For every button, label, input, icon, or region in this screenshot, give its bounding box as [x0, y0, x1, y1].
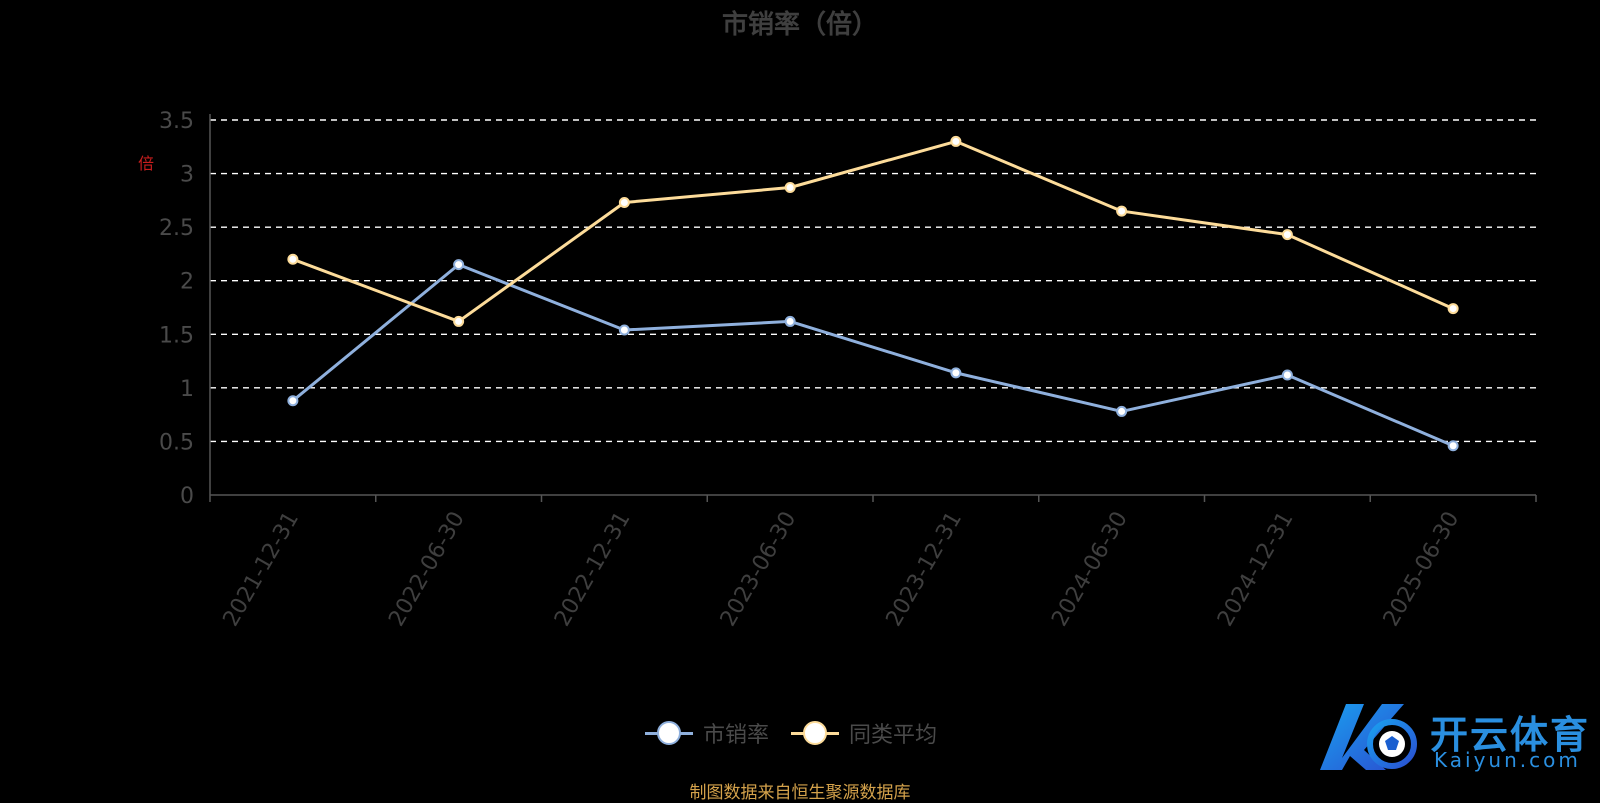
data-source-note: 制图数据来自恒生聚源数据库: [689, 783, 911, 803]
y-tick-label: 2.5: [159, 216, 194, 241]
y-axis-unit-label: 倍: [138, 154, 155, 173]
chart-legend: 市销率 同类平均: [645, 718, 937, 748]
data-point-series-1: [950, 367, 962, 379]
watermark-logo: 开云体育 Kaiyun.com: [1312, 698, 1592, 778]
legend-swatch-series-1: [645, 721, 693, 745]
x-tick-label: 2023-06-30: [716, 508, 802, 631]
x-tick-label: 2024-06-30: [1047, 508, 1133, 631]
data-point-series-1: [618, 324, 630, 336]
y-tick-label: 3.5: [159, 109, 194, 134]
y-tick-label: 0: [180, 484, 194, 509]
watermark-text-cn: 开云体育: [1430, 713, 1591, 757]
x-tick-label: 2024-12-31: [1213, 508, 1299, 631]
x-tick-label: 2022-06-30: [384, 508, 470, 631]
y-tick-label: 1: [180, 377, 194, 402]
x-tick-label: 2021-12-31: [218, 508, 304, 631]
series-line-1: [291, 263, 1454, 448]
data-point-series-1: [287, 395, 299, 407]
kaiyun-logo-icon: [1320, 704, 1417, 770]
legend-swatch-series-2: [791, 721, 840, 745]
watermark-text-en: Kaiyun.com: [1434, 748, 1581, 772]
x-tick-label: 2022-12-31: [550, 508, 636, 631]
y-tick-label: 2: [180, 270, 194, 295]
y-tick-label: 1.5: [159, 323, 194, 348]
y-tick-label: 3: [180, 163, 194, 188]
data-point-series-1: [784, 315, 796, 327]
data-point-series-2: [784, 182, 796, 193]
data-point-series-1: [453, 259, 465, 271]
legend-item-series-2[interactable]: 同类平均: [791, 717, 937, 749]
data-point-series-1: [1116, 405, 1128, 417]
data-point-series-2: [453, 315, 465, 327]
chart-title: 市销率（倍）: [721, 10, 878, 40]
data-point-series-2: [287, 253, 299, 265]
data-point-series-2: [1116, 205, 1128, 217]
series-line-2: [292, 139, 1454, 323]
data-point-series-2: [1281, 229, 1293, 241]
data-point-series-1: [1281, 369, 1293, 381]
data-point-series-2: [950, 135, 962, 147]
data-point-series-2: [618, 197, 630, 208]
data-point-series-1: [1447, 440, 1459, 452]
legend-label-series-2: 同类平均: [849, 723, 938, 748]
data-point-series-2: [1447, 303, 1459, 315]
legend-item-series-1[interactable]: 市销率: [645, 717, 769, 749]
legend-label-series-1: 市销率: [703, 723, 770, 748]
y-tick-label: 0.5: [159, 430, 194, 455]
x-tick-label: 2023-12-31: [881, 508, 967, 631]
x-tick-label: 2025-06-30: [1379, 508, 1465, 631]
